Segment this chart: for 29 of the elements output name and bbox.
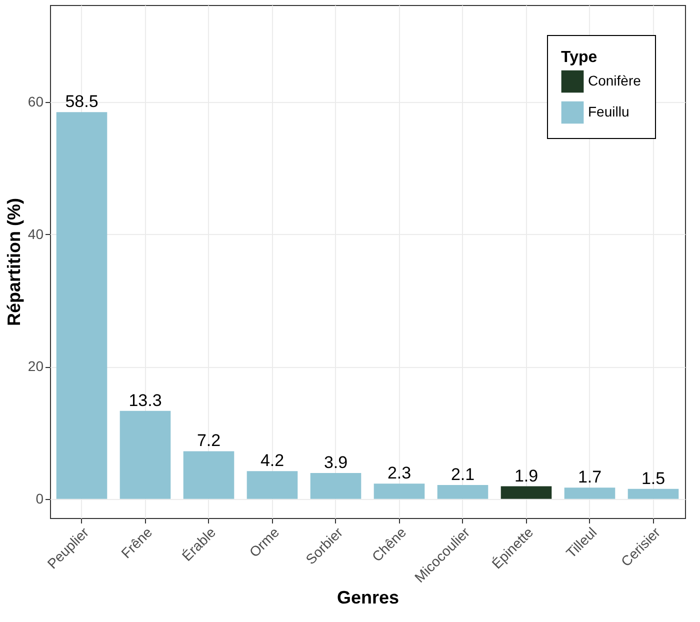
x-axis-title: Genres	[336, 587, 400, 608]
y-axis-title: Répartition (%)	[4, 198, 24, 326]
legend-label: Feuillu	[588, 104, 630, 120]
y-tick-label: 20	[28, 358, 44, 374]
data-label: 4.2	[260, 451, 284, 470]
bar	[374, 484, 425, 499]
y-tick-label: 60	[28, 94, 44, 110]
y-tick-label: 40	[28, 226, 44, 242]
data-label: 13.3	[128, 390, 162, 410]
bar	[246, 471, 298, 499]
data-label: 2.3	[387, 464, 412, 483]
bar	[564, 488, 616, 499]
legend-label: Conifère	[588, 72, 642, 88]
bar	[183, 451, 234, 499]
data-label: 1.9	[514, 466, 538, 486]
bar	[56, 112, 108, 499]
bar	[120, 410, 171, 499]
bar	[500, 486, 552, 499]
data-label: 7.2	[196, 431, 221, 450]
bar	[628, 488, 679, 499]
data-label: 58.5	[65, 92, 98, 112]
data-label: 2.1	[450, 464, 475, 484]
y-tick-label: 0	[36, 490, 44, 506]
bar	[310, 473, 362, 499]
bar	[437, 484, 488, 499]
data-label: 3.9	[324, 453, 348, 472]
data-label: 1.5	[641, 468, 666, 488]
data-label: 1.7	[578, 468, 602, 487]
legend-title: Type	[561, 49, 598, 66]
